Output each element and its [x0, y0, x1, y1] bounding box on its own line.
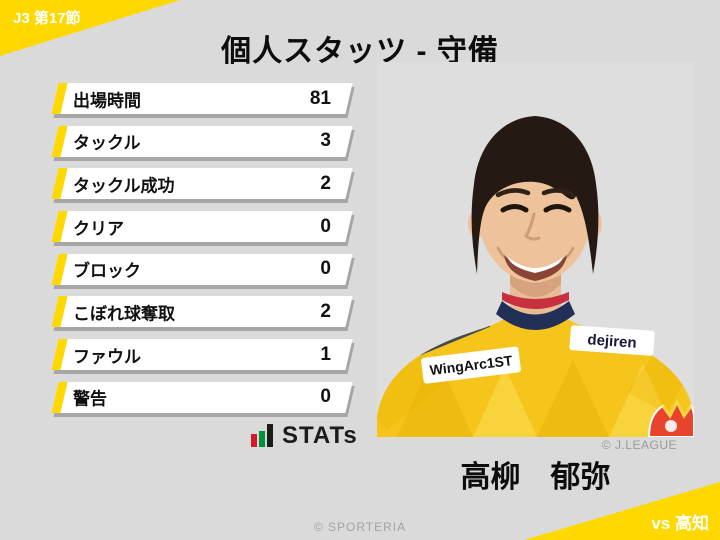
bar-chart-icon: [251, 424, 273, 447]
accent-stripe: [51, 339, 68, 371]
stat-value: 2: [320, 300, 331, 322]
jersey-sponsor-right-text: dejiren: [587, 331, 637, 351]
stat-value: 3: [320, 130, 331, 152]
stats-logo: STATs: [251, 423, 358, 447]
stat-row-clearances: クリア 0: [51, 211, 353, 243]
jersey-sponsor-left-patch: WingArc1ST: [421, 346, 521, 384]
stat-label: ファウル: [73, 347, 141, 367]
stat-label: タックル: [73, 133, 141, 153]
stat-row-yellow-cards: 警告 0: [51, 381, 353, 413]
accent-stripe: [51, 381, 68, 413]
accent-stripe: [51, 125, 68, 157]
stat-value: 2: [320, 172, 331, 194]
stat-value: 81: [309, 87, 331, 109]
stats-list: 出場時間 81 タックル 3 タックル成功 2 クリア 0 ブロック 0 こぼれ…: [51, 83, 353, 425]
accent-stripe: [51, 211, 68, 243]
stat-row-playing-time: 出場時間 81: [51, 83, 353, 114]
stat-label: こぼれ球奪取: [73, 304, 175, 324]
stat-label: 出場時間: [73, 91, 141, 110]
stat-row-loose-ball-recoveries: こぼれ球奪取 2: [51, 296, 353, 328]
accent-stripe: [51, 296, 68, 328]
stat-row-tackles-won: タックル成功 2: [51, 168, 353, 200]
stat-value: 1: [320, 343, 331, 365]
accent-stripe: [51, 253, 68, 285]
accent-stripe: [51, 83, 68, 114]
stat-value: 0: [320, 386, 331, 408]
stat-row-blocks: ブロック 0: [51, 253, 353, 285]
stat-row-fouls: ファウル 1: [51, 339, 353, 371]
photo-credit: © J.LEAGUE: [601, 438, 677, 452]
jersey-sponsor-right-patch: dejiren: [569, 325, 655, 356]
stat-row-tackles: タックル 3: [51, 125, 353, 157]
player-photo: WingArc1ST dejiren: [377, 62, 695, 438]
stat-label: クリア: [73, 219, 124, 239]
accent-stripe: [51, 168, 68, 200]
opponent-badge-label: vs 高知: [651, 514, 709, 533]
stat-label: ブロック: [73, 261, 141, 281]
stat-value: 0: [320, 258, 331, 280]
player-portrait-illustration: WingArc1ST dejiren: [377, 62, 695, 438]
stats-logo-text: STATs: [282, 421, 358, 449]
stat-value: 0: [320, 215, 331, 237]
round-badge-label: J3 第17節: [13, 10, 81, 27]
stat-label: 警告: [73, 389, 107, 409]
site-credit: © SPORTERIA: [313, 520, 407, 534]
stat-label: タックル成功: [73, 176, 175, 196]
player-name: 高柳 郁弥: [460, 461, 611, 494]
club-crest: [647, 398, 695, 438]
